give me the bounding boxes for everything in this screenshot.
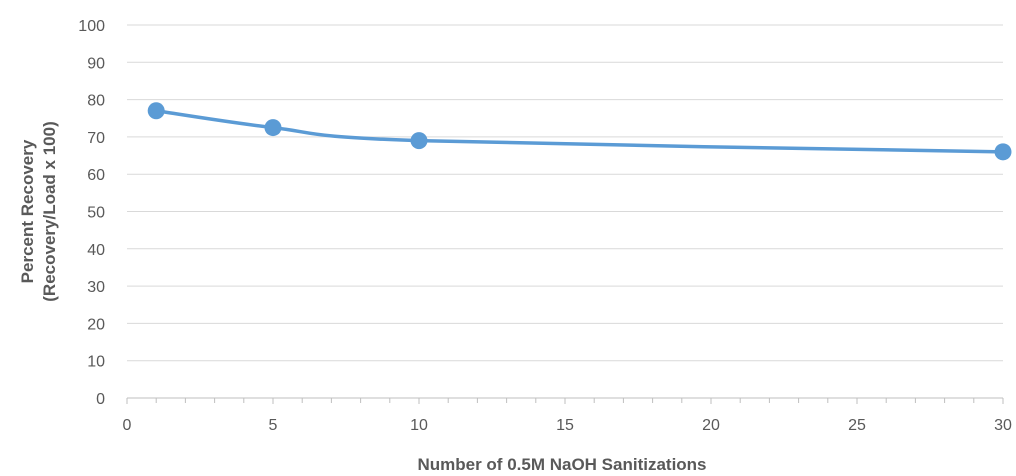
y-tick-label: 50 [87,205,105,222]
y-axis-title-line-2: (Recovery/Load x 100) [40,121,59,301]
data-point [147,102,165,120]
x-tick-label: 5 [269,417,278,434]
y-tick-label: 60 [87,167,105,184]
data-point [410,132,428,150]
x-tick-label: 25 [848,417,866,434]
y-tick-labels: 0 10 20 30 40 50 60 70 80 90 100 [78,18,105,408]
x-tick-labels: 0 5 10 15 20 25 30 [123,417,1012,434]
x-tick-label: 30 [994,417,1012,434]
x-axis-title: Number of 0.5M NaOH Sanitizations [417,455,706,474]
y-tick-label: 40 [87,242,105,259]
x-tick-label: 15 [556,417,574,434]
data-point [994,143,1012,161]
y-tick-label: 30 [87,279,105,296]
x-tick-label: 20 [702,417,720,434]
x-tick-label: 10 [410,417,428,434]
series [147,102,1012,161]
y-tick-label: 20 [87,316,105,333]
y-tick-label: 70 [87,130,105,147]
y-axis-title-line-1: Percent Recovery [18,139,37,283]
y-tick-label: 0 [96,391,105,408]
series-line-0 [155,109,1004,154]
y-tick-label: 100 [78,18,105,35]
y-tick-label: 80 [87,93,105,110]
data-point [264,119,282,137]
y-axis-title: Percent Recovery (Recovery/Load x 100) [18,121,59,301]
x-minor-ticks [126,398,1004,404]
x-tick-label: 0 [123,417,132,434]
y-tick-label: 10 [87,354,105,371]
axes [126,397,1004,404]
y-tick-label: 90 [87,55,105,72]
grid [127,24,1003,362]
